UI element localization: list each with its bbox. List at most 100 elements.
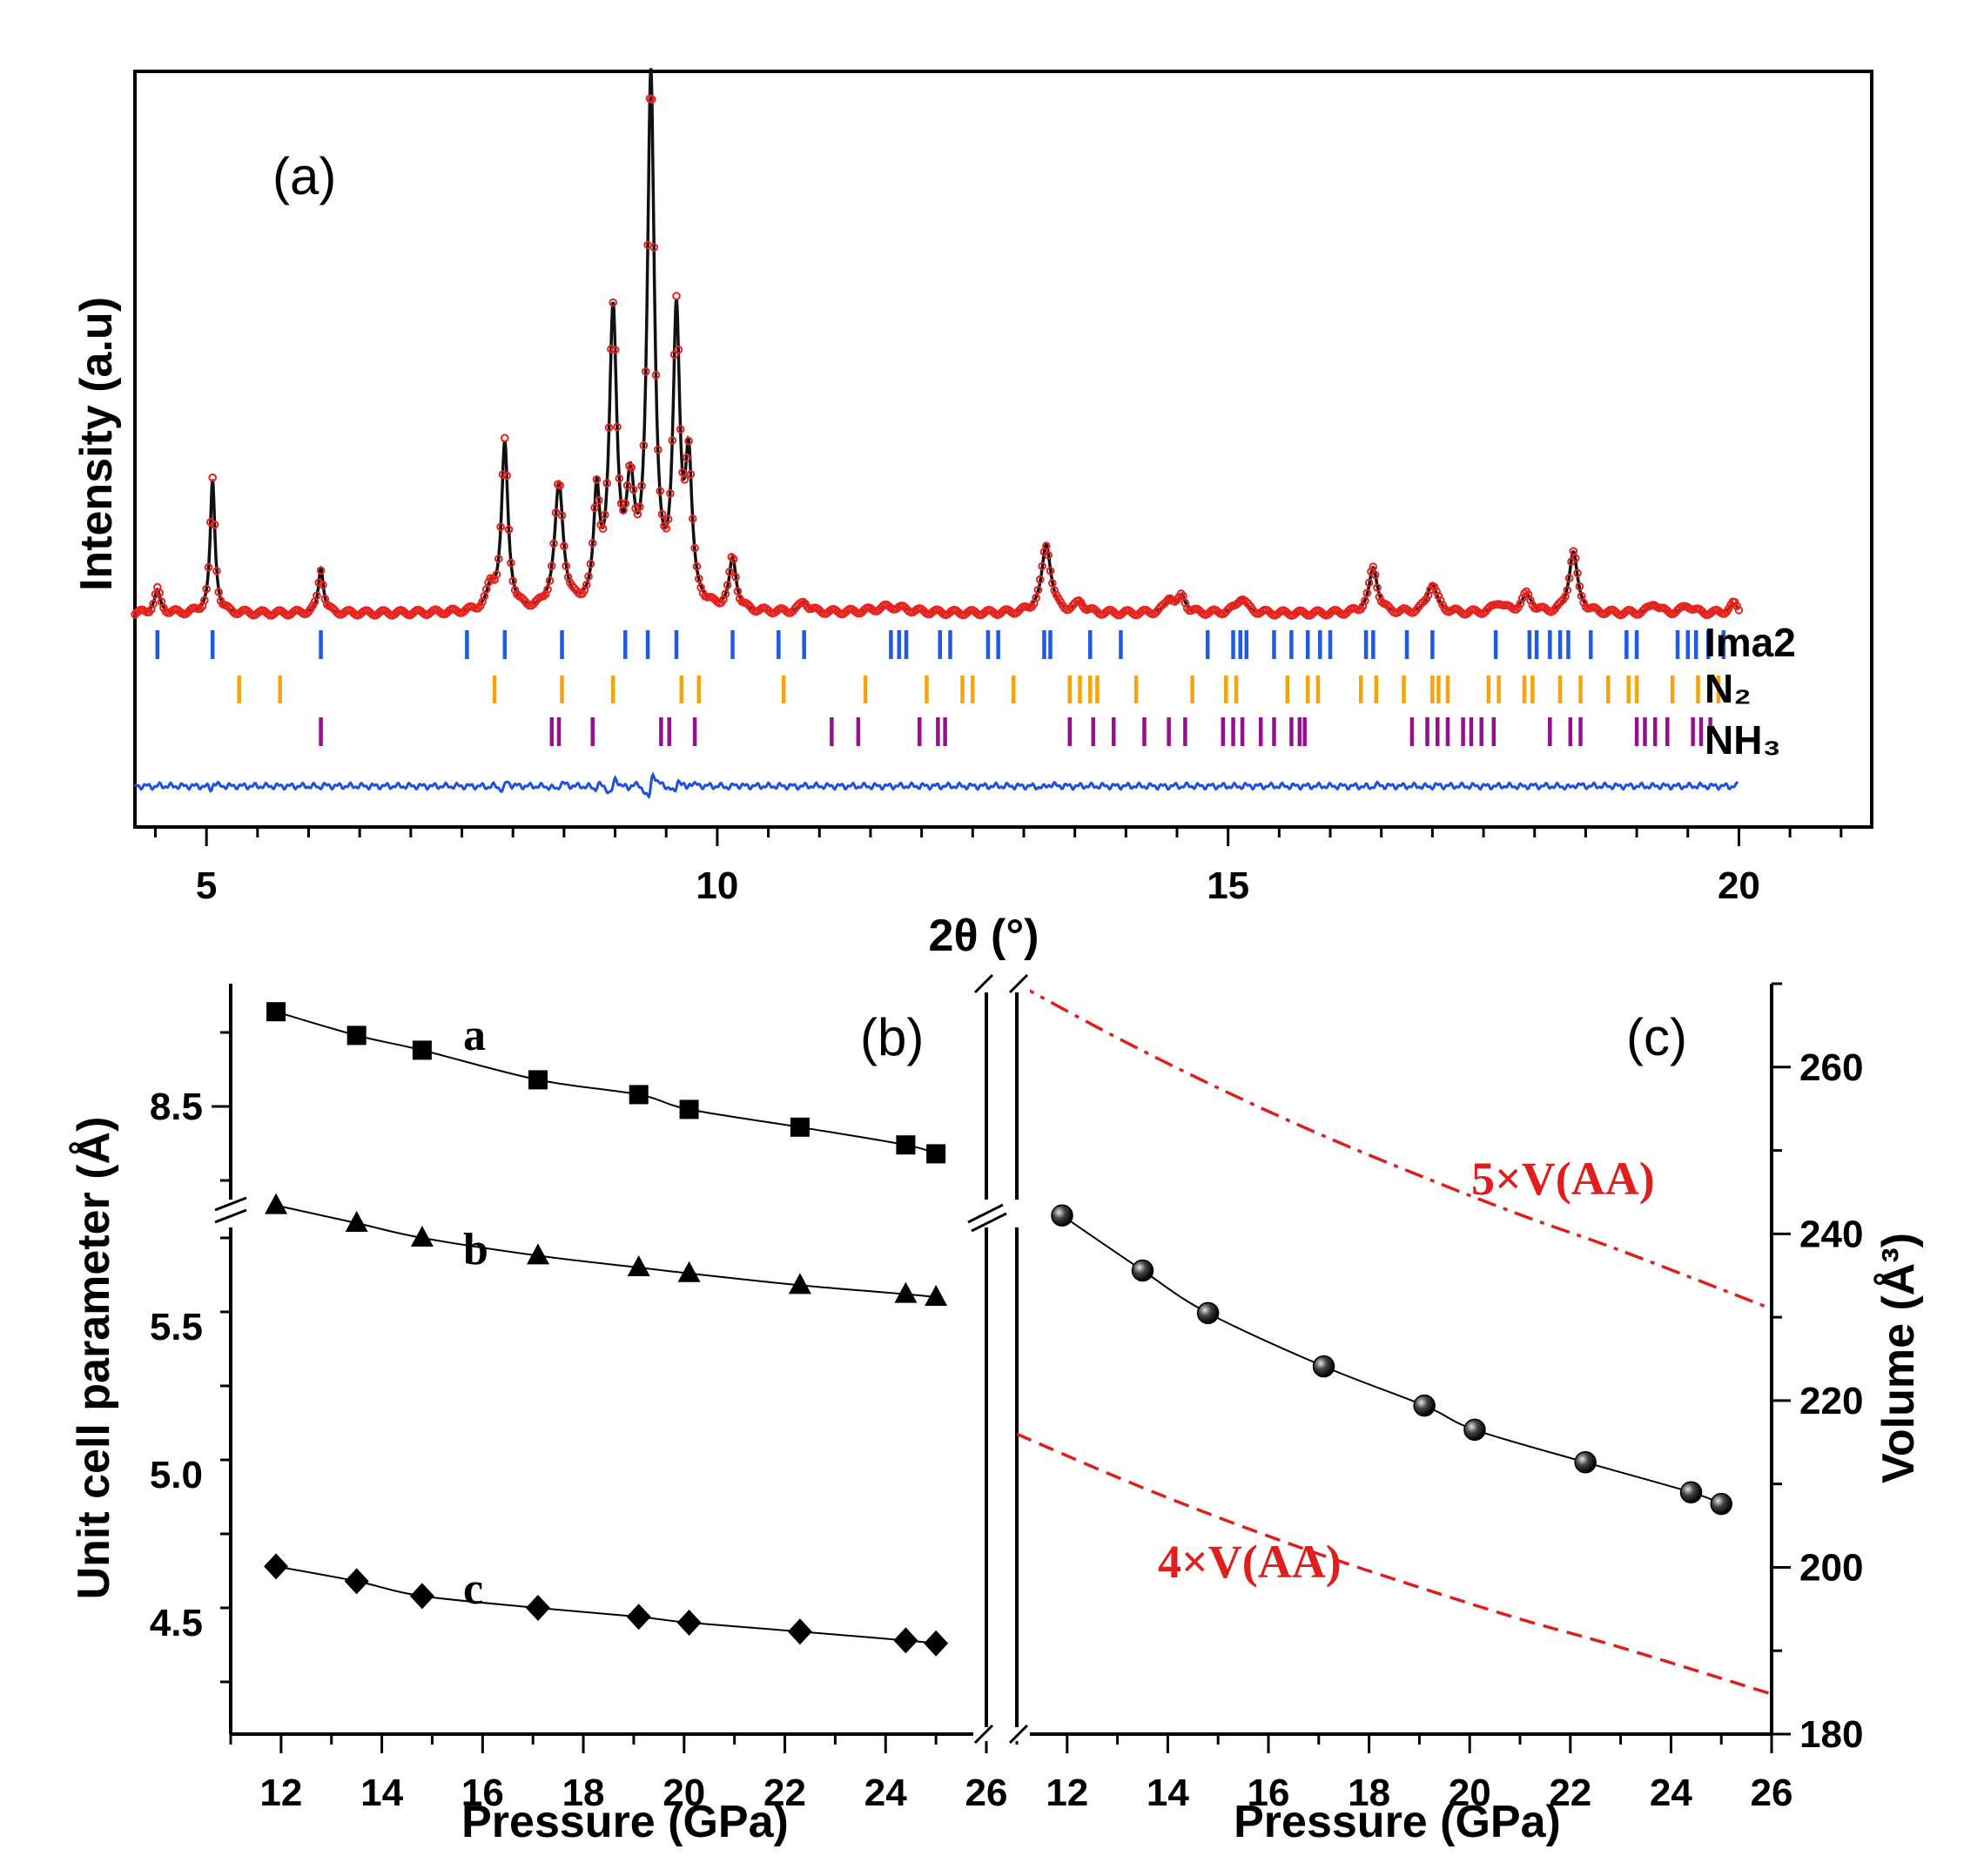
observed-point xyxy=(1150,609,1159,618)
annotation-4v: 4×V(AA) xyxy=(1158,1536,1342,1588)
marker-c xyxy=(787,1618,812,1645)
observed-point xyxy=(474,603,483,613)
observed-point xyxy=(508,576,518,586)
series-line-b xyxy=(275,1204,937,1298)
break-mark xyxy=(973,1724,994,1745)
marker-b xyxy=(410,1226,434,1247)
observed-point xyxy=(688,514,697,523)
reflection-markers xyxy=(155,630,1726,746)
panel-a-label: (a) xyxy=(272,147,336,205)
break-mark xyxy=(1008,973,1029,994)
series-line-a xyxy=(275,1011,937,1155)
observed-point xyxy=(1220,609,1228,618)
panel-a-x-ticks: 5 10 15 20 xyxy=(153,827,1843,907)
observed-point xyxy=(1050,586,1059,595)
observed-point xyxy=(692,561,702,571)
observed-point xyxy=(1035,575,1045,584)
calculated-pattern xyxy=(135,68,1740,615)
observed-point xyxy=(1033,585,1043,595)
observed-point xyxy=(639,440,649,450)
observed-point xyxy=(663,514,673,524)
observed-point xyxy=(1514,603,1523,612)
x-tick-label: 26 xyxy=(1751,1772,1793,1814)
panel-a-frame xyxy=(133,70,1873,829)
observed-point xyxy=(214,588,223,596)
marker-c xyxy=(924,1630,949,1657)
observed-point xyxy=(1434,591,1443,601)
observed-point xyxy=(678,467,687,477)
break-mark xyxy=(973,973,994,994)
observed-point xyxy=(549,539,558,548)
observed-point xyxy=(684,436,693,446)
observed-point xyxy=(598,524,608,534)
observed-point xyxy=(613,422,622,432)
marker-a xyxy=(629,1085,649,1105)
marker-a xyxy=(346,1025,367,1046)
break-gap-top xyxy=(973,975,1030,992)
observed-point xyxy=(798,597,808,607)
panel-b-unit-cell: 12 14 16 18 20 22 24 26 4.5 5.0 5.5 8.5 (b) a b c P… xyxy=(69,984,1007,1847)
observed-point xyxy=(510,586,520,595)
observed-point xyxy=(460,607,468,616)
x-tick-label: 20 xyxy=(663,1772,705,1814)
observed-point xyxy=(733,587,743,596)
observed-point xyxy=(602,479,612,487)
marker-a xyxy=(896,1135,916,1155)
observed-point xyxy=(1409,608,1419,617)
annotation-5v: 5×V(AA) xyxy=(1471,1153,1655,1205)
x-tick-label: 18 xyxy=(562,1772,605,1814)
y-tick-label: 260 xyxy=(1799,1046,1863,1089)
x-tick-label: 16 xyxy=(461,1772,504,1814)
panel-a-y-axis-label: Intensity (a.u) xyxy=(71,297,122,591)
observed-point xyxy=(723,581,732,589)
observed-point xyxy=(1160,599,1169,608)
observed-point xyxy=(1042,541,1051,550)
observed-point xyxy=(539,591,548,601)
break-mark xyxy=(967,1203,1004,1224)
observed-point xyxy=(543,585,552,594)
observed-point xyxy=(1362,588,1372,598)
marker-c xyxy=(626,1604,651,1631)
x-tick-label: 22 xyxy=(1549,1772,1591,1814)
phase-label-nh3: NH₃ xyxy=(1705,717,1781,763)
y-tick-label: 5.0 xyxy=(150,1454,203,1496)
observed-point xyxy=(590,503,599,513)
marker-b xyxy=(677,1261,701,1282)
observed-point xyxy=(662,524,671,533)
observed-point xyxy=(494,555,503,563)
observed-point xyxy=(498,470,508,479)
series-label-b: b xyxy=(463,1225,488,1274)
observed-point xyxy=(654,445,663,454)
observed-point xyxy=(504,525,514,535)
x-tick-label: 15 xyxy=(1207,864,1249,907)
observed-point xyxy=(1013,608,1022,616)
observed-point xyxy=(1563,586,1572,595)
observed-point xyxy=(690,543,699,553)
observed-point xyxy=(668,436,677,445)
observed-point xyxy=(651,371,661,380)
x-tick-label: 24 xyxy=(864,1772,907,1814)
observed-point xyxy=(648,95,656,104)
marker-b xyxy=(894,1281,918,1303)
volume-marker xyxy=(1413,1394,1436,1417)
break-mark xyxy=(971,1212,1007,1233)
panel-c-x-axis-label: Pressure (GPa) xyxy=(1234,1797,1561,1847)
observed-point xyxy=(584,572,593,581)
y-tick-label: 180 xyxy=(1799,1713,1863,1756)
observed-point xyxy=(622,481,632,490)
marker-c xyxy=(893,1627,918,1654)
observed-point xyxy=(666,489,675,498)
observed-point xyxy=(731,573,740,582)
observed-point xyxy=(1564,574,1574,582)
observed-point xyxy=(657,509,667,519)
observed-point xyxy=(1038,561,1046,571)
panel-a-x-axis-label: 2θ (°) xyxy=(929,911,1039,961)
observed-point xyxy=(149,599,158,609)
observed-point xyxy=(155,588,164,597)
marker-b xyxy=(788,1273,811,1294)
observed-point xyxy=(1571,554,1580,562)
marker-c xyxy=(525,1595,550,1621)
x-tick-label: 12 xyxy=(259,1772,302,1814)
x-tick-label: 12 xyxy=(1046,1772,1088,1814)
